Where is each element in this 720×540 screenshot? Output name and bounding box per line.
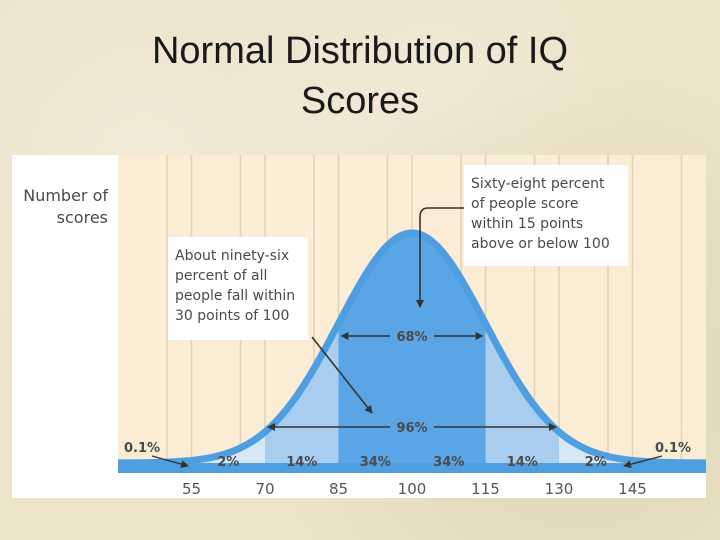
tail-label-left: 0.1% — [124, 441, 160, 456]
band-percent-label: 2% — [585, 455, 607, 470]
band-percent-label: 34% — [433, 455, 464, 470]
span-label: 96% — [396, 421, 427, 436]
x-axis-line — [118, 463, 706, 473]
slide-title: Normal Distribution of IQ Scores — [60, 26, 660, 126]
callout-right-line-1: Sixty-eight percent — [471, 176, 605, 192]
callout-right-line-2: of people score — [471, 196, 578, 212]
tail-label-right: 0.1% — [655, 441, 691, 456]
y-axis-label-line-1: Number of — [23, 186, 108, 205]
callout-left-line-1: About ninety-six — [175, 248, 289, 264]
band-percent-label: 2% — [217, 455, 239, 470]
distribution-curve — [116, 229, 706, 467]
callout-left-arrow — [311, 336, 373, 414]
x-tick-label: 115 — [471, 480, 500, 498]
callout-left-line-3: people fall within — [175, 288, 295, 304]
x-tick-label: 70 — [255, 480, 274, 498]
callout-left-line-4: 30 points of 100 — [175, 308, 289, 324]
distribution-band — [559, 431, 633, 463]
span-arrows: 68% 96% — [267, 330, 557, 436]
normal-distribution-chart: 55 70 85 100 115 130 145 2% 14% 34% 34% 14% 2% 68% 9… — [23, 155, 706, 498]
band-percent-label: 14% — [507, 455, 538, 470]
band-percent-label: 14% — [286, 455, 317, 470]
distribution-band — [191, 431, 265, 463]
x-tick-label: 100 — [398, 480, 427, 498]
callout-right-line-3: within 15 points — [471, 216, 583, 232]
slide-title-line-2: Scores — [300, 80, 420, 122]
x-tick-label: 130 — [545, 480, 574, 498]
band-percent-label: 34% — [360, 455, 391, 470]
callout-right: Sixty-eight percent of people score with… — [464, 165, 628, 266]
tail-arrow-left — [151, 455, 189, 468]
callout-left: About ninety-six percent of all people f… — [168, 237, 308, 340]
callout-left-line-2: percent of all — [175, 268, 267, 284]
tail-arrow-right — [623, 455, 663, 469]
y-axis-label-line-2: scores — [57, 208, 108, 227]
slide-title-line-1: Normal Distribution of IQ — [151, 30, 568, 72]
x-tick-label: 145 — [618, 480, 647, 498]
chart-figure: 55 70 85 100 115 130 145 2% 14% 34% 34% 14% 2% 68% 9… — [12, 155, 706, 498]
span-label: 68% — [396, 330, 427, 345]
callout-right-line-4: above or below 100 — [471, 236, 610, 252]
callout-right-arrow — [416, 207, 464, 308]
x-tick-labels: 55 70 85 100 115 130 145 — [182, 480, 647, 498]
x-tick-label: 55 — [182, 480, 201, 498]
x-tick-label: 85 — [329, 480, 348, 498]
band-percent-labels: 2% 14% 34% 34% 14% 2% — [217, 455, 607, 470]
